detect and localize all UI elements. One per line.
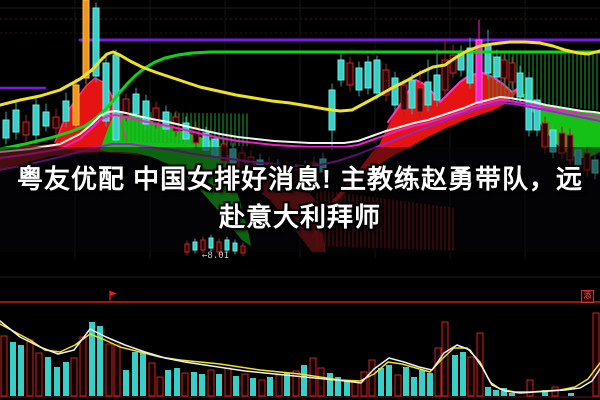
headline-line1: 粤友优配 中国女排好消息! 主教练赵勇带队，远 [16, 164, 584, 194]
dim-overlay-band [0, 147, 600, 252]
chart-markers [109, 290, 117, 301]
volume-bars [0, 312, 600, 397]
headline-line2: 赴意大利拜师 [218, 202, 381, 232]
volume-ma-lines [0, 320, 600, 394]
purple-level-lines [0, 38, 600, 90]
red-seal-icon: 添 [581, 290, 594, 303]
price-annotation: ←8.01 [202, 251, 230, 261]
mini-candles [184, 234, 246, 257]
volume-gridlines [0, 276, 600, 398]
headline-overlay: 粤友优配 中国女排好消息! 主教练赵勇带队，远 赴意大利拜师 [0, 160, 600, 236]
